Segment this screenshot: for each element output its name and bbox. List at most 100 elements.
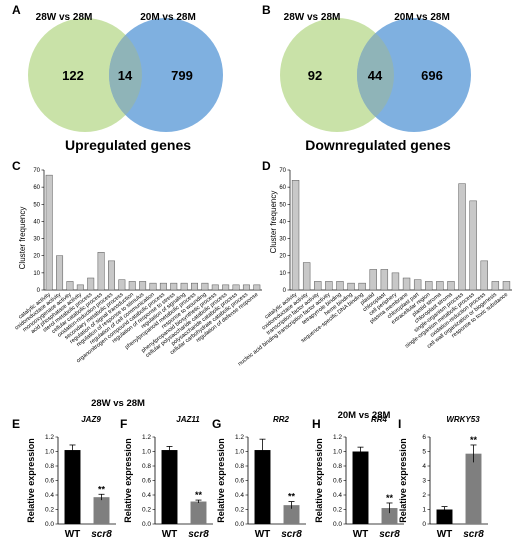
venn-right-count: 799 [171,68,193,83]
cluster-bar [170,282,178,291]
y-tick-label: 0.2 [333,507,342,514]
expression-bar [283,505,300,524]
significance-mark: ** [386,493,394,503]
y-tick-label: 50 [33,202,40,208]
category-label: WT [353,529,369,540]
cluster-bar [358,282,366,291]
category-label: scr8 [188,529,209,540]
expression-bar [161,450,178,524]
category-label: WT [437,529,453,540]
cluster-bar [128,281,136,291]
y-tick-label: 1.2 [333,434,342,441]
y-tick-label: 0 [37,288,41,294]
cluster-bar [425,281,433,291]
expression-bar [436,509,453,524]
cluster-bar [191,282,198,291]
cluster-bar [97,252,105,291]
cluster-bar [232,284,240,291]
venn-downregulated: 28W vs 28M 20M vs 28M 92 44 696 Downregu… [280,12,471,153]
cluster-bar [108,260,115,291]
y-tick-label: 10 [279,271,286,277]
y-tick-label: 0 [422,521,426,528]
cluster-bar [347,282,355,291]
y-tick-label: 4 [422,463,426,470]
y-tick-label: 0.8 [142,463,151,470]
category-label: WT [255,529,271,540]
panel-label-d: D [262,159,271,173]
y-tick-label: 1.2 [142,434,151,441]
y-tick-label: 1.0 [142,449,151,456]
y-tick-label: 0 [283,288,287,294]
y-tick-label: 10 [33,271,40,277]
cluster-bar [391,272,400,291]
y-tick-label: 60 [33,185,40,191]
y-tick-label: 30 [33,237,40,243]
venn-overlap-count: 44 [368,68,383,83]
venn-upregulated: 28W vs 28M 20M vs 28M 122 14 799 Upregul… [28,12,223,153]
panel-label-b: B [262,3,271,17]
expression-bar [64,450,81,524]
y-tick-label: 0.8 [333,463,342,470]
y-tick-label: 0.8 [235,463,244,470]
y-tick-label: 0.4 [333,492,342,499]
bar-chart-rr2: RR2 Relative expression 0.0 0.2 0.4 0.6 0.8 1.0… [216,415,306,540]
expression-bar [93,497,110,524]
category-label: scr8 [281,529,302,540]
panel-label-a: A [12,3,21,17]
venn-right-title: 20M vs 28M [140,12,196,23]
expression-bar [465,453,482,524]
gene-name: RR2 [273,415,290,424]
cluster-bar [118,279,126,291]
significance-mark: ** [288,492,296,502]
y-tick-label: 1.0 [333,449,342,456]
cluster-bar [87,277,95,291]
x-axis-label: 20M vs 28M [338,410,391,421]
bar-chart-rr4: RR4 Relative expression 0.0 0.2 0.4 0.6 0.8 1.0… [314,415,404,540]
cluster-bar [413,279,422,291]
cluster-bar [149,282,157,291]
cluster-bar [314,281,322,291]
bar-chart-jaz9: JAZ9 Relative expression 0.0 0.2 0.4 0.6 0.8 1.… [26,415,116,540]
gene-name: JAZ11 [176,415,200,424]
cluster-bar [139,281,147,291]
significance-mark: ** [98,484,106,494]
go-chart-28w-vs-28m: Cluster frequency 28W vs 28M 0 10 20 30 40 50… [14,168,262,409]
cluster-bar [436,281,444,291]
panel-label-h: H [312,417,321,431]
category-label: scr8 [91,529,112,540]
y-axis-label: Cluster frequency [269,191,278,254]
y-tick-label: 0.6 [235,478,244,485]
bar-chart-jaz11: JAZ11 Relative expression 0.0 0.2 0.4 0.6 0.8 1… [123,415,213,540]
cluster-bar [369,269,377,291]
cluster-bar [56,255,64,291]
cluster-bar [253,284,261,291]
venn-right-count: 696 [421,68,443,83]
significance-mark: ** [195,490,203,500]
venn-left-title: 28W vs 28M [284,12,341,23]
y-tick-label: 3 [422,478,426,485]
y-tick-label: 40 [33,219,40,225]
y-tick-label: 20 [33,254,40,260]
y-tick-label: 1.0 [45,449,54,456]
panel-label-f: F [120,417,127,431]
panel-label-i: I [398,417,401,431]
category-label: scr8 [463,529,484,540]
cluster-bar [180,282,188,291]
cluster-bar [76,284,84,291]
y-tick-label: 1.2 [235,434,244,441]
panel-label-e: E [12,417,20,431]
cluster-bar [291,180,300,291]
y-tick-label: 70 [279,168,286,174]
cluster-bar [402,277,411,291]
go-chart-20m-vs-28m: Cluster frequency 20M vs 28M 0 10 20 30 40 50… [237,168,512,421]
y-tick-label: 0.6 [142,478,151,485]
category-label: scr8 [379,529,400,540]
category-label: WT [162,529,178,540]
y-axis-label: Relative expression [216,438,226,523]
y-tick-label: 0.4 [142,492,151,499]
y-tick-label: 50 [279,202,286,208]
venn-overlap-region [109,34,142,116]
expression-bar [381,508,398,524]
y-tick-label: 0.2 [142,507,151,514]
